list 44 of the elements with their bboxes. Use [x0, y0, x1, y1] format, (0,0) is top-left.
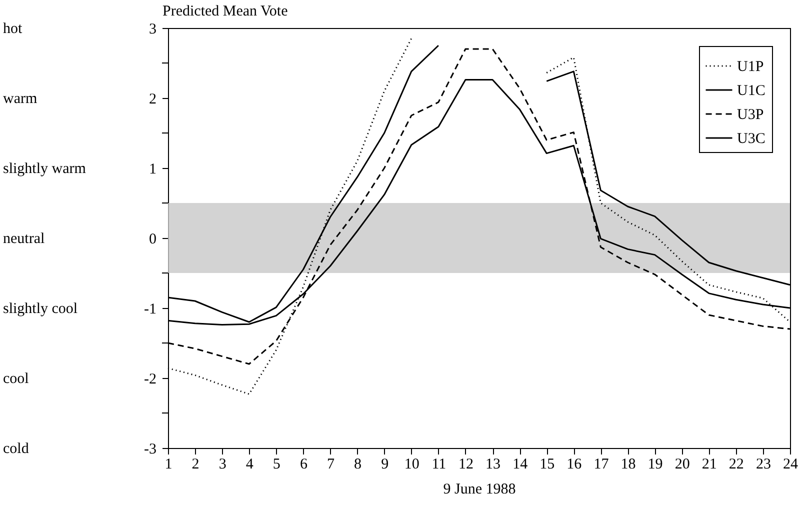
text: hot [3, 21, 23, 37]
y-tick-label: -2 [144, 372, 156, 388]
x-tick-label: 6 [300, 456, 308, 472]
x-tick-label: 17 [594, 456, 610, 472]
x-tick-label: 7 [327, 456, 336, 472]
x-tick-label: 13 [486, 456, 501, 472]
x-tick-label: 12 [458, 456, 474, 472]
x-axis-title: 9 June 1988 [443, 482, 516, 498]
x-tick-label: 11 [432, 456, 446, 472]
y-tick-label: -3 [144, 442, 156, 458]
legend-label: U1P [737, 59, 764, 75]
x-tick-label: 1 [164, 456, 172, 472]
y-tick-label: -1 [144, 302, 156, 318]
x-tick-label: 8 [354, 456, 362, 472]
y-axis-title: Predicted Mean Vote [162, 4, 288, 20]
x-tick-label: 14 [512, 456, 528, 472]
x-tick-label: 21 [702, 456, 717, 472]
x-tick-label: 20 [674, 456, 690, 472]
legend-label: U1C [737, 83, 766, 99]
text: cold [3, 441, 30, 457]
x-tick-label: 18 [620, 456, 636, 472]
x-tick-label: 10 [404, 456, 420, 472]
y-tick-label: 2 [149, 92, 156, 108]
x-tick-label: 24 [783, 456, 798, 472]
x-tick-label: 4 [246, 456, 254, 472]
x-tick-label: 2 [192, 456, 200, 472]
legend-label: U3C [737, 131, 766, 147]
x-tick-label: 16 [566, 456, 582, 472]
text: neutral [3, 231, 45, 247]
x-tick-label: 3 [218, 456, 226, 472]
x-tick-label: 5 [272, 456, 280, 472]
y-tick-label: 0 [149, 232, 156, 248]
y-tick-label: 1 [149, 162, 156, 178]
text: slightly cool [3, 301, 78, 317]
legend-label: U3P [737, 107, 764, 123]
x-tick-label: 9 [381, 456, 389, 472]
x-tick-label: 23 [756, 456, 771, 472]
text: cool [3, 371, 29, 387]
x-tick-label: 19 [648, 456, 663, 472]
text: warm [3, 91, 38, 107]
x-tick-label: 15 [540, 456, 555, 472]
x-tick-label: 22 [728, 456, 744, 472]
y-tick-label: 3 [149, 22, 156, 38]
text: slightly warm [3, 161, 86, 177]
